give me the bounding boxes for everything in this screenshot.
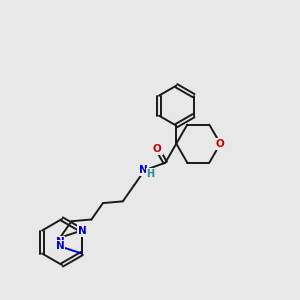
Text: N: N (56, 242, 64, 251)
Text: N: N (56, 237, 64, 247)
Text: N: N (77, 226, 86, 236)
Text: N: N (139, 165, 148, 175)
Text: O: O (153, 144, 162, 154)
Text: H: H (147, 169, 155, 179)
Text: O: O (216, 139, 225, 149)
